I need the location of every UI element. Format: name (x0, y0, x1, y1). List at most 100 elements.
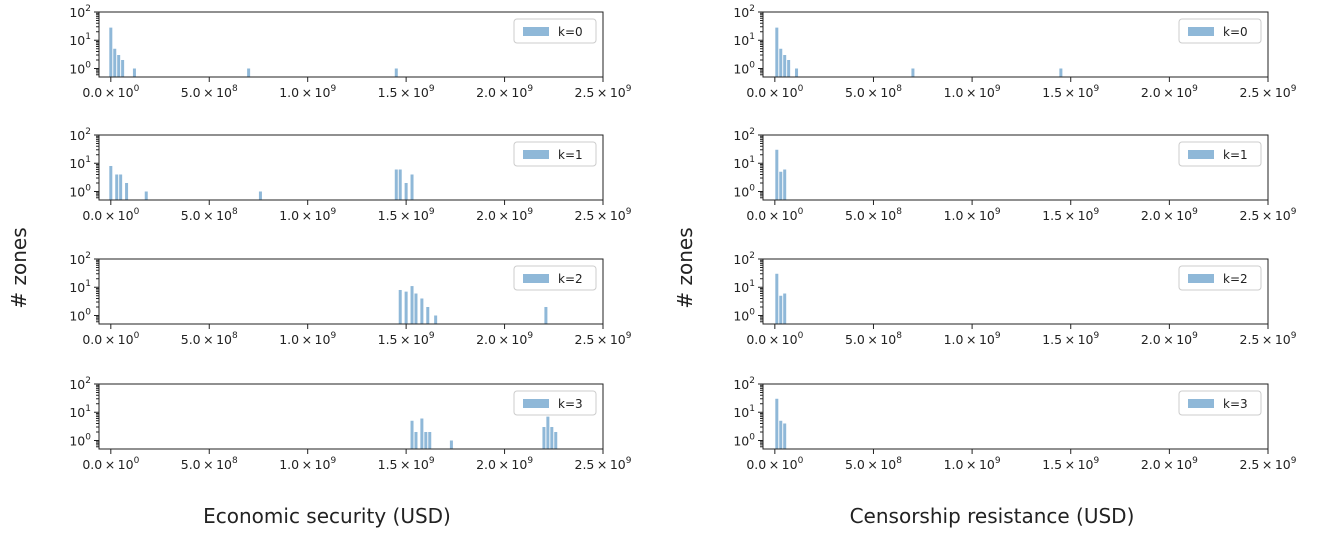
histogram-bar (554, 431, 558, 449)
x-tick-label: 5.0 × 108 (845, 207, 902, 223)
y-tick-label: 100 (733, 60, 755, 76)
legend-entry: k=1 (1223, 148, 1248, 162)
y-tick-label: 102 (69, 127, 91, 143)
x-tick-label: 1.5 × 109 (1042, 207, 1099, 223)
histogram-bar (394, 169, 398, 200)
histogram-bar (144, 191, 148, 200)
histogram-bar (546, 416, 550, 449)
y-tick-label: 101 (69, 404, 91, 420)
histogram-bar (125, 182, 129, 200)
histogram-bar (783, 423, 787, 449)
x-tick-label: 2.0 × 109 (476, 84, 533, 100)
y-tick-label: 100 (69, 183, 91, 199)
x-tick-label: 2.5 × 109 (1240, 84, 1297, 100)
y-tick-label: 101 (733, 279, 755, 295)
right-x-axis-label: Censorship resistance (USD) (850, 504, 1135, 528)
x-tick-label: 2.5 × 109 (575, 207, 632, 223)
x-tick-label: 2.5 × 109 (575, 456, 632, 472)
histogram-bar (109, 165, 113, 200)
legend: k=3 (1178, 390, 1262, 416)
histogram-bar (414, 293, 418, 324)
x-tick-label: 2.0 × 109 (476, 331, 533, 347)
x-tick-label: 5.0 × 108 (181, 331, 238, 347)
histogram-bar (410, 174, 414, 200)
x-tick-label: 1.5 × 109 (378, 331, 435, 347)
subplot-right-1: 100 101 102 0.0 × 100 5.0 × 108 1.0 × 109 1.5 … (733, 127, 1296, 223)
legend-entry: k=0 (1223, 25, 1248, 39)
histogram-bar (775, 273, 779, 324)
x-tick-label: 2.5 × 109 (575, 331, 632, 347)
legend-swatch (523, 399, 549, 408)
x-tick-label: 0.0 × 100 (82, 207, 139, 223)
y-tick-label: 101 (69, 155, 91, 171)
y-tick-label: 102 (69, 251, 91, 267)
histogram-bar (775, 27, 779, 78)
legend-frame (1178, 18, 1262, 44)
histogram-bar (113, 48, 117, 77)
legend-swatch (1188, 399, 1214, 408)
x-tick-label: 5.0 × 108 (845, 456, 902, 472)
histogram-bar (132, 68, 136, 77)
subplot-left-0: 100 101 102 0.0 × 100 5.0 × 108 1.0 × 109 1.5 … (69, 4, 631, 100)
y-tick-label: 100 (69, 307, 91, 323)
legend-entry: k=0 (558, 25, 583, 39)
x-tick-label: 1.0 × 109 (279, 207, 336, 223)
histogram-bar (783, 169, 787, 200)
y-tick-label: 102 (733, 4, 755, 20)
subplot-left-1: 100 101 102 0.0 × 100 5.0 × 108 1.0 × 109 1.5 … (69, 127, 631, 223)
x-tick-label: 1.5 × 109 (378, 207, 435, 223)
y-tick-label: 101 (733, 32, 755, 48)
legend-frame (1178, 390, 1262, 416)
histogram-bar (394, 68, 398, 77)
legend-swatch (523, 274, 549, 283)
x-tick-label: 2.5 × 109 (575, 84, 632, 100)
legend-swatch (1188, 274, 1214, 283)
x-tick-label: 1.5 × 109 (378, 456, 435, 472)
histogram-bar (115, 174, 119, 200)
y-tick-label: 101 (69, 32, 91, 48)
x-tick-label: 5.0 × 108 (181, 207, 238, 223)
legend: k=2 (1178, 265, 1262, 291)
histogram-bar (258, 191, 262, 200)
y-tick-label: 102 (733, 376, 755, 392)
histogram-bar (550, 427, 554, 449)
x-tick-label: 1.0 × 109 (279, 456, 336, 472)
histogram-bar (779, 295, 783, 324)
histogram-bar (247, 68, 251, 77)
legend-entry: k=3 (558, 397, 583, 411)
legend-entry: k=2 (1223, 272, 1248, 286)
x-tick-label: 1.0 × 109 (279, 331, 336, 347)
histogram-bar (420, 298, 424, 324)
histogram-bar (410, 420, 414, 449)
x-tick-label: 2.5 × 109 (1240, 456, 1297, 472)
x-tick-label: 1.5 × 109 (378, 84, 435, 100)
histogram-bar (542, 427, 546, 449)
y-tick-label: 100 (733, 307, 755, 323)
y-tick-label: 100 (69, 432, 91, 448)
x-tick-label: 2.0 × 109 (476, 456, 533, 472)
x-tick-label: 0.0 × 100 (82, 456, 139, 472)
x-tick-label: 2.0 × 109 (1141, 84, 1198, 100)
legend-entry: k=3 (1223, 397, 1248, 411)
histogram-bar (544, 306, 548, 324)
legend-frame (1178, 141, 1262, 167)
x-tick-label: 1.0 × 109 (944, 456, 1001, 472)
histogram-bar (119, 174, 123, 200)
x-tick-label: 0.0 × 100 (82, 84, 139, 100)
histogram-bar (121, 59, 125, 77)
histogram-bar (420, 418, 424, 449)
histogram-bar (775, 149, 779, 200)
legend: k=1 (513, 141, 597, 167)
x-tick-label: 0.0 × 100 (746, 456, 803, 472)
histogram-bar (911, 68, 915, 77)
x-tick-label: 5.0 × 108 (181, 84, 238, 100)
left-x-axis-label: Economic security (USD) (203, 504, 451, 528)
legend-frame (513, 265, 597, 291)
y-tick-label: 100 (733, 183, 755, 199)
x-tick-label: 2.5 × 109 (1240, 331, 1297, 347)
histogram-bar (404, 291, 408, 324)
x-tick-label: 5.0 × 108 (845, 331, 902, 347)
y-tick-label: 101 (733, 404, 755, 420)
histogram-bar (398, 289, 402, 324)
